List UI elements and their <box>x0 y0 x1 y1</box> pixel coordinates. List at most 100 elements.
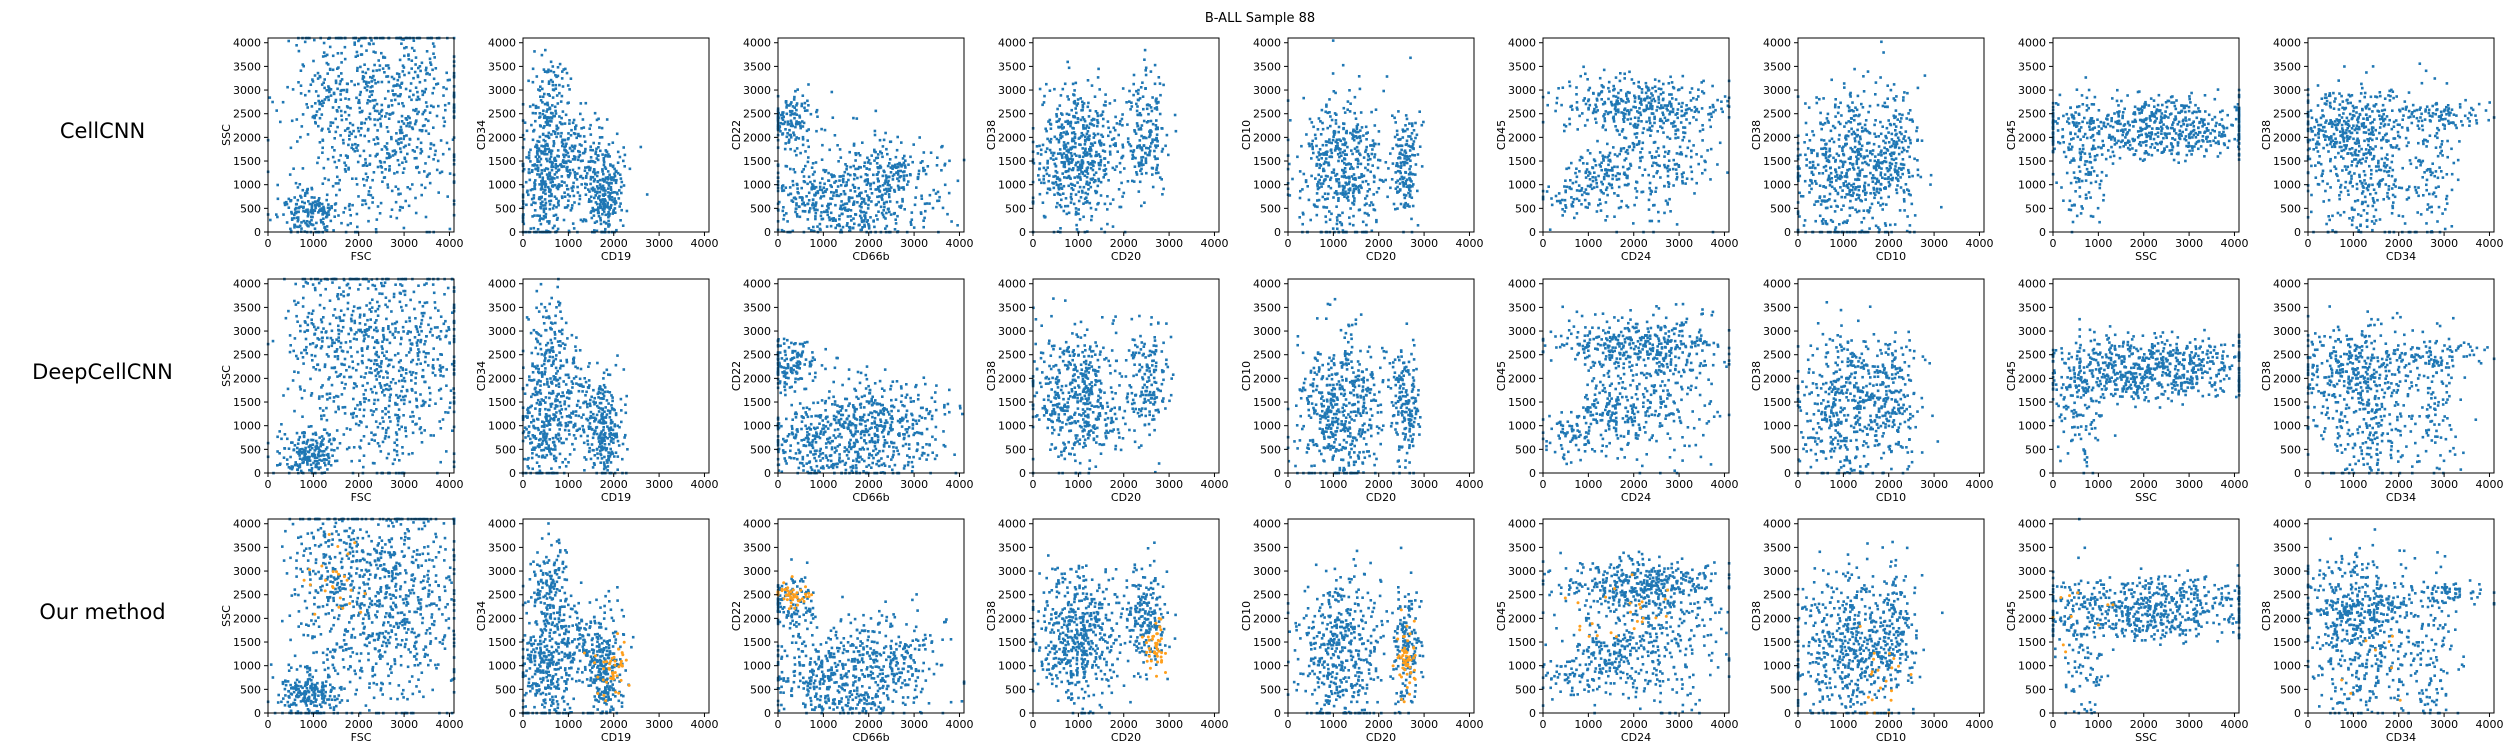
point <box>1085 170 1088 173</box>
point <box>1071 158 1075 161</box>
point <box>613 172 616 176</box>
point <box>1622 114 1626 118</box>
point <box>579 159 583 163</box>
point <box>335 109 339 112</box>
point <box>614 181 618 185</box>
point <box>603 180 606 183</box>
point <box>875 203 878 206</box>
point <box>1612 146 1615 149</box>
point <box>383 145 387 148</box>
point <box>1076 165 1080 169</box>
point <box>400 141 403 144</box>
point <box>859 209 862 213</box>
point <box>534 201 537 205</box>
point <box>1392 202 1396 206</box>
point <box>1107 179 1110 182</box>
point <box>1134 156 1137 160</box>
point <box>543 102 547 106</box>
point <box>1635 196 1638 199</box>
point <box>1864 129 1867 132</box>
point <box>383 97 387 100</box>
point <box>1702 91 1706 95</box>
point <box>787 140 791 144</box>
point <box>1628 70 1631 74</box>
point <box>801 143 805 147</box>
point <box>1146 103 1150 106</box>
point <box>1601 102 1605 106</box>
point <box>385 142 389 145</box>
point <box>1408 172 1412 176</box>
point <box>1686 107 1690 111</box>
point <box>421 112 424 116</box>
point <box>1627 113 1631 116</box>
point <box>351 143 354 147</box>
point <box>554 87 558 90</box>
point <box>1647 88 1651 92</box>
point <box>826 210 829 213</box>
point <box>1091 159 1094 163</box>
point <box>364 172 368 176</box>
point <box>1325 103 1328 107</box>
point <box>827 203 830 207</box>
point <box>298 205 301 209</box>
point <box>1564 190 1567 194</box>
point <box>532 196 536 200</box>
point <box>809 180 812 184</box>
point <box>1672 122 1675 125</box>
point <box>1548 228 1552 231</box>
point <box>331 68 335 72</box>
point <box>541 101 544 104</box>
point <box>574 124 578 127</box>
point <box>1667 159 1671 162</box>
point <box>1038 192 1042 196</box>
point <box>331 121 335 125</box>
point <box>401 206 404 209</box>
point <box>842 180 845 184</box>
point <box>1559 201 1562 205</box>
point <box>1322 153 1326 156</box>
point <box>1676 116 1679 120</box>
point <box>1315 162 1319 166</box>
point <box>936 156 939 159</box>
point <box>554 109 557 113</box>
point <box>1587 192 1590 196</box>
y-tick-label: 0 <box>1529 226 1536 239</box>
point <box>1291 177 1294 181</box>
point <box>1620 99 1623 102</box>
point <box>865 220 869 224</box>
point <box>1074 145 1077 149</box>
point <box>1142 119 1146 123</box>
point <box>1412 140 1416 143</box>
point <box>1080 170 1083 174</box>
point <box>1628 111 1631 114</box>
point <box>532 201 535 204</box>
point <box>1325 206 1329 209</box>
point <box>1132 93 1135 97</box>
point <box>1399 161 1403 164</box>
point <box>1675 178 1678 181</box>
point <box>1399 202 1403 206</box>
point <box>796 187 799 190</box>
point <box>606 206 610 209</box>
point <box>795 147 799 150</box>
point <box>1603 102 1607 105</box>
point <box>327 127 330 131</box>
point <box>384 64 388 67</box>
point <box>376 152 379 156</box>
point <box>1057 119 1060 123</box>
point <box>431 91 434 95</box>
point <box>402 104 405 108</box>
point <box>1626 152 1630 155</box>
point <box>542 126 545 130</box>
y-axis-label: CD22 <box>730 120 743 150</box>
point <box>795 203 798 207</box>
point <box>1089 206 1093 210</box>
point <box>1404 179 1408 183</box>
point <box>313 209 317 212</box>
point <box>1081 191 1084 194</box>
point <box>1137 144 1141 148</box>
point <box>813 187 816 190</box>
point <box>403 54 406 58</box>
point <box>1318 166 1321 170</box>
point <box>1132 149 1136 152</box>
